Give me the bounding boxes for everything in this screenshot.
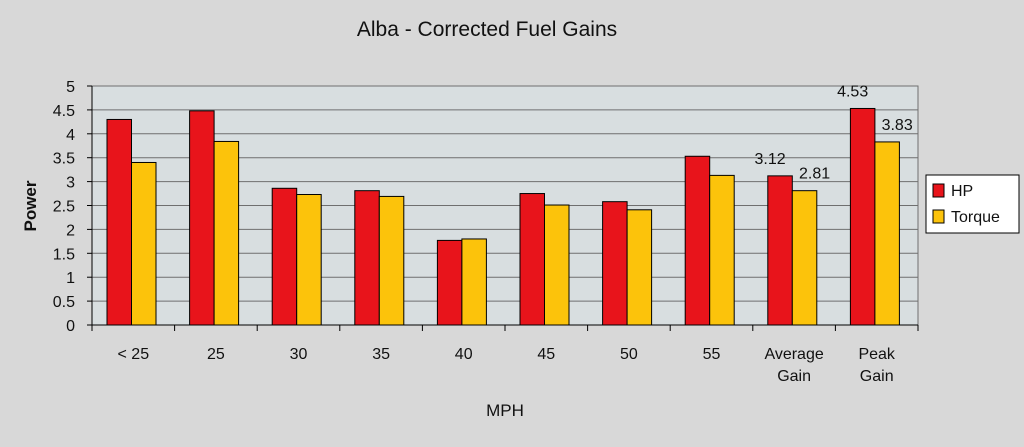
x-tick-label: 30 xyxy=(290,346,308,363)
bar-torque-8 xyxy=(791,190,818,326)
y-tick-label: 0.5 xyxy=(53,294,75,311)
bar-hp-7 xyxy=(684,155,711,326)
bar-torque-1 xyxy=(213,140,240,326)
y-tick-label: 0 xyxy=(66,318,75,335)
bar-torque-2 xyxy=(296,194,322,326)
y-tick-label: 5 xyxy=(66,79,75,96)
x-axis-label: MPH xyxy=(486,401,524,420)
x-tick-label: Average Gain xyxy=(764,346,823,385)
data-label-hp-9: 4.53 xyxy=(837,83,868,100)
bar-hp-5 xyxy=(519,193,545,326)
y-tick-label: 2.5 xyxy=(53,199,75,216)
legend-label-torque: Torque xyxy=(951,209,1000,226)
bar-torque-6 xyxy=(626,209,653,326)
y-tick-label: 4.5 xyxy=(53,103,75,120)
y-tick-label: 2 xyxy=(66,222,75,239)
y-axis-ticks: 0 0.5 1 1.5 2 2.5 3 3.5 4 4.5 5 xyxy=(53,79,93,335)
bar-hp-4 xyxy=(436,239,463,326)
legend-swatch-hp xyxy=(932,183,945,198)
bars xyxy=(106,107,900,326)
x-tick-label: 40 xyxy=(455,346,473,363)
bar-torque-7 xyxy=(709,174,735,326)
x-tick-label: 25 xyxy=(207,346,225,363)
x-tick-label: 50 xyxy=(620,346,638,363)
bar-torque-9 xyxy=(874,141,900,326)
y-tick-label: 3 xyxy=(66,175,75,192)
legend-swatch-torque xyxy=(932,209,945,224)
data-labels: 3.12 4.53 2.81 3.83 xyxy=(754,83,912,182)
bar-torque-5 xyxy=(544,204,570,326)
bar-hp-1 xyxy=(189,110,215,326)
y-tick-label: 1 xyxy=(66,270,75,287)
y-tick-label: 4 xyxy=(66,127,75,144)
bar-torque-0 xyxy=(131,161,157,326)
y-tick-label: 3.5 xyxy=(53,151,75,168)
x-tick-label: 45 xyxy=(537,346,555,363)
x-tick-label: < 25 xyxy=(118,346,150,363)
bar-hp-3 xyxy=(354,190,380,326)
x-tick-label: 35 xyxy=(372,346,390,363)
bar-hp-0 xyxy=(106,118,132,326)
bar-hp-6 xyxy=(602,201,628,326)
bar-torque-4 xyxy=(461,238,487,326)
legend-label-hp: HP xyxy=(951,183,973,200)
data-label-torque-8: 2.81 xyxy=(799,166,830,183)
x-tick-label: Peak Gain xyxy=(858,346,895,385)
bar-hp-8 xyxy=(767,175,793,326)
legend: HP Torque xyxy=(925,174,1020,234)
bar-hp-9 xyxy=(849,107,876,326)
x-tick-label: 55 xyxy=(703,346,721,363)
x-axis-ticks: < 25 25 30 35 40 45 50 55 Average Gain Peak Gain xyxy=(91,324,919,385)
y-axis-label: Power xyxy=(21,180,40,231)
y-tick-label: 1.5 xyxy=(53,246,75,263)
bar-hp-2 xyxy=(271,187,298,326)
data-label-torque-9: 3.83 xyxy=(882,117,913,134)
data-label-hp-8: 3.12 xyxy=(754,151,785,168)
chart-title: Alba - Corrected Fuel Gains xyxy=(357,18,617,41)
bar-torque-3 xyxy=(378,195,405,326)
